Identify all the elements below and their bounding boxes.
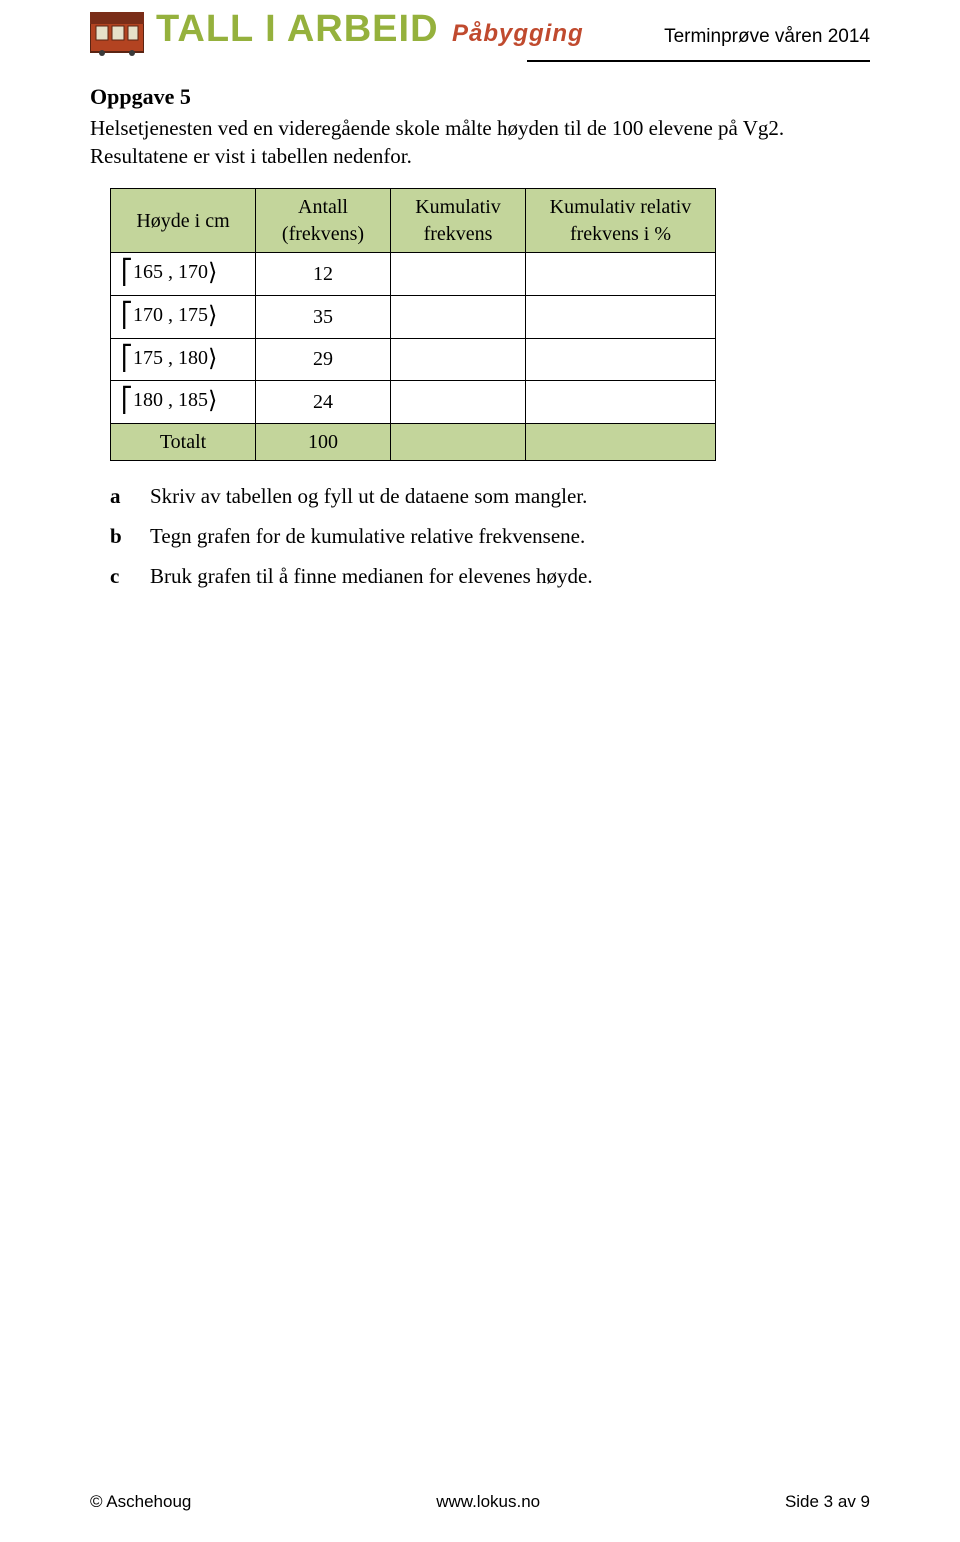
table-row: ⎡170 , 175⟩ 35 (111, 295, 716, 338)
brand-main-text: TALL I ARBEID (156, 8, 439, 50)
th-cumulative: Kumulativ frekvens (391, 189, 526, 253)
th-range: Høyde i cm (111, 189, 256, 253)
cell-cumrel (526, 253, 716, 296)
task-intro: Helsetjenesten ved en videregående skole… (90, 115, 870, 170)
intro-line-2: Resultatene er vist i tabellen nedenfor. (90, 144, 412, 168)
cell-range: ⎡165 , 170⟩ (111, 253, 256, 296)
question-c: c Bruk grafen til å finne medianen for e… (110, 563, 870, 591)
cell-cum (391, 253, 526, 296)
table-row: ⎡180 , 185⟩ 24 (111, 381, 716, 424)
cell-count: 29 (256, 338, 391, 381)
cell-range: ⎡175 , 180⟩ (111, 338, 256, 381)
brand-sub-text: Påbygging (452, 20, 584, 47)
cell-count: 12 (256, 253, 391, 296)
cell-total-count: 100 (256, 423, 391, 460)
question-text: Skriv av tabellen og fyll ut de dataene … (150, 483, 587, 511)
question-b: b Tegn grafen for de kumulative relative… (110, 523, 870, 551)
question-text: Bruk grafen til å finne medianen for ele… (150, 563, 593, 591)
subquestions: a Skriv av tabellen og fyll ut de dataen… (110, 483, 870, 590)
cell-cum (391, 295, 526, 338)
cell-range: ⎡180 , 185⟩ (111, 381, 256, 424)
page-header: TALL I ARBEID Påbygging Terminprøve våre… (90, 10, 870, 61)
question-text: Tegn grafen for de kumulative relative f… (150, 523, 585, 551)
cell-total-cumrel (526, 423, 716, 460)
th-count: Antall (frekvens) (256, 189, 391, 253)
table-row: ⎡175 , 180⟩ 29 (111, 338, 716, 381)
cell-count: 24 (256, 381, 391, 424)
cell-cum (391, 338, 526, 381)
question-label: c (110, 563, 128, 591)
intro-line-1: Helsetjenesten ved en videregående skole… (90, 116, 784, 140)
exam-label: Terminprøve våren 2014 (664, 10, 870, 48)
brand-title: TALL I ARBEID Påbygging (156, 10, 584, 48)
table-row: ⎡165 , 170⟩ 12 (111, 253, 716, 296)
table-total-row: Totalt 100 (111, 423, 716, 460)
cell-cum (391, 381, 526, 424)
th-cumulative-relative: Kumulativ relativ frekvens i % (526, 189, 716, 253)
footer-copyright: © Aschehoug (90, 1492, 191, 1512)
cell-range: ⎡170 , 175⟩ (111, 295, 256, 338)
task-title: Oppgave 5 (90, 82, 870, 111)
question-label: b (110, 523, 128, 551)
page-footer: © Aschehoug www.lokus.no Side 3 av 9 (90, 1492, 870, 1512)
cell-cumrel (526, 381, 716, 424)
footer-url: www.lokus.no (191, 1492, 785, 1512)
cell-total-label: Totalt (111, 423, 256, 460)
question-label: a (110, 483, 128, 511)
content: Oppgave 5 Helsetjenesten ved en videregå… (90, 82, 870, 590)
cell-count: 35 (256, 295, 391, 338)
page: TALL I ARBEID Påbygging Terminprøve våre… (0, 0, 960, 1542)
table-header-row: Høyde i cm Antall (frekvens) Kumulativ f… (111, 189, 716, 253)
cell-total-cum (391, 423, 526, 460)
tram-icon (90, 12, 144, 61)
cell-cumrel (526, 295, 716, 338)
cell-cumrel (526, 338, 716, 381)
header-underline (527, 60, 870, 62)
question-a: a Skriv av tabellen og fyll ut de dataen… (110, 483, 870, 511)
frequency-table: Høyde i cm Antall (frekvens) Kumulativ f… (110, 188, 716, 461)
footer-page-number: Side 3 av 9 (785, 1492, 870, 1512)
